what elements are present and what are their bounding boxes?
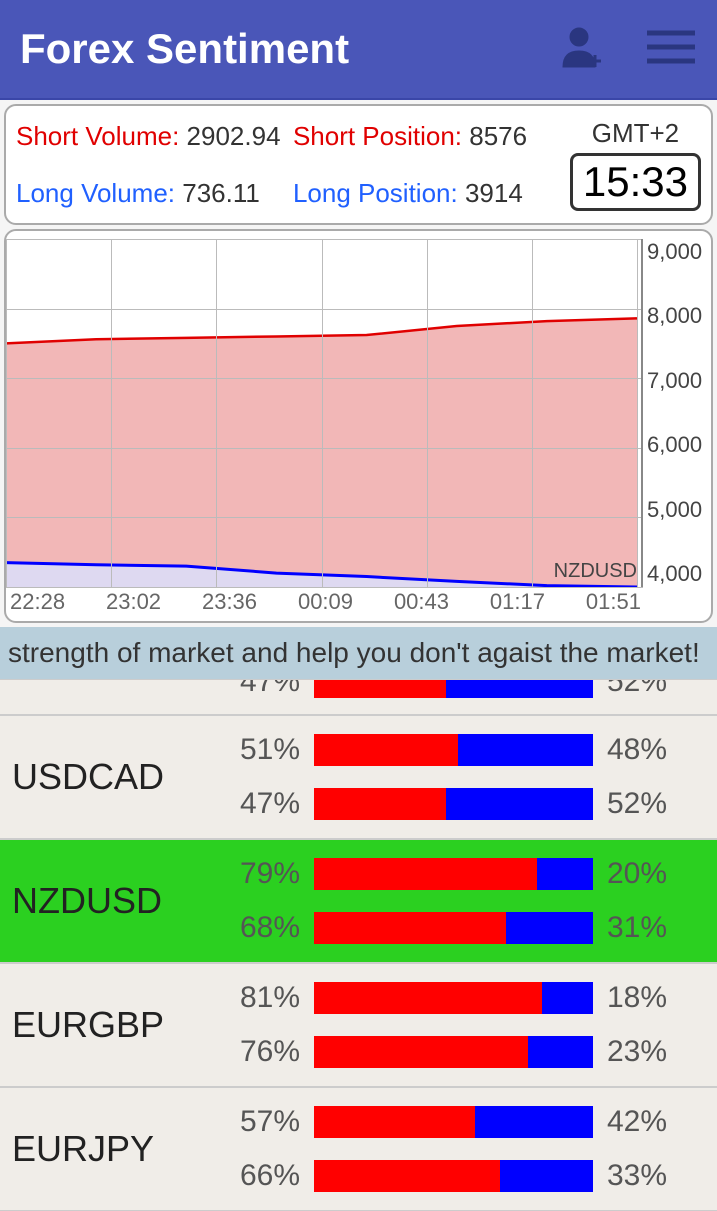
pair-name: USDCAD: [0, 756, 210, 798]
pct-left: 51%: [210, 733, 300, 767]
sentiment-bar: [314, 1160, 593, 1192]
app-header: Forex Sentiment: [0, 0, 717, 100]
sentiment-bar: [314, 858, 593, 890]
sentiment-bar: [314, 1036, 593, 1068]
pct-right: 48%: [607, 733, 697, 767]
pct-left: 76%: [210, 1035, 300, 1069]
stats-grid: Short Volume: 2902.94 Short Position: 85…: [16, 121, 570, 209]
short-position-stat: Short Position: 8576: [293, 121, 570, 152]
pct-right: 52%: [607, 679, 697, 699]
long-position-value: 3914: [465, 178, 523, 208]
sentiment-bar: [314, 912, 593, 944]
pct-right: 20%: [607, 857, 697, 891]
pair-row[interactable]: 47% 52%: [0, 679, 717, 715]
header-actions: [557, 23, 697, 76]
pct-right: 52%: [607, 787, 697, 821]
pct-left: 79%: [210, 857, 300, 891]
pct-right: 31%: [607, 911, 697, 945]
info-banner: strength of market and help you don't ag…: [0, 627, 717, 679]
pair-data: 81% 18% 76% 23%: [210, 966, 717, 1084]
short-volume-label: Short Volume:: [16, 121, 179, 151]
pct-left: 47%: [210, 679, 300, 699]
sentiment-bar: [314, 788, 593, 820]
chart-pair-label: NZDUSD: [554, 560, 637, 583]
pct-right: 42%: [607, 1105, 697, 1139]
y-tick-label: 8,000: [647, 303, 707, 329]
pair-row[interactable]: EURJPY57% 42% 66% 33%: [0, 1087, 717, 1211]
x-tick-label: 01:51: [586, 589, 641, 615]
sentiment-line: 66% 33%: [210, 1159, 697, 1193]
pair-name: EURJPY: [0, 1128, 210, 1170]
pct-left: 57%: [210, 1105, 300, 1139]
pair-name: NZDUSD: [0, 880, 210, 922]
pair-name: EURGBP: [0, 1004, 210, 1046]
chart-plot-area[interactable]: NZDUSD: [6, 239, 643, 587]
menu-icon[interactable]: [645, 27, 697, 72]
stats-panel: Short Volume: 2902.94 Short Position: 85…: [4, 104, 713, 225]
pct-right: 23%: [607, 1035, 697, 1069]
pct-left: 81%: [210, 981, 300, 1015]
y-tick-label: 4,000: [647, 561, 707, 587]
short-volume-value: 2902.94: [187, 121, 281, 151]
long-position-label: Long Position:: [293, 178, 458, 208]
sentiment-bar: [314, 982, 593, 1014]
pct-right: 18%: [607, 981, 697, 1015]
time-display: 15:33: [570, 153, 701, 211]
chart-x-axis: 22:28 23:02 23:36 00:09 00:43 01:17 01:51: [6, 587, 711, 619]
pct-left: 66%: [210, 1159, 300, 1193]
sentiment-line: 76% 23%: [210, 1035, 697, 1069]
sentiment-line: 47% 52%: [210, 787, 697, 821]
short-position-label: Short Position:: [293, 121, 462, 151]
pct-left: 47%: [210, 787, 300, 821]
sentiment-bar: [314, 1106, 593, 1138]
pair-data: 79% 20% 68% 31%: [210, 842, 717, 960]
x-tick-label: 01:17: [490, 589, 545, 615]
short-position-value: 8576: [469, 121, 527, 151]
chart-y-axis: 9,000 8,000 7,000 6,000 5,000 4,000: [643, 239, 711, 587]
pair-data: 47% 52%: [210, 679, 717, 714]
short-volume-stat: Short Volume: 2902.94: [16, 121, 293, 152]
long-volume-value: 736.11: [182, 178, 260, 208]
pair-data: 57% 42% 66% 33%: [210, 1090, 717, 1208]
pair-data: 51% 48% 47% 52%: [210, 718, 717, 836]
y-tick-label: 5,000: [647, 497, 707, 523]
app-title: Forex Sentiment: [20, 25, 349, 73]
long-volume-stat: Long Volume: 736.11: [16, 178, 293, 209]
add-user-icon[interactable]: [557, 23, 605, 76]
x-tick-label: 23:36: [202, 589, 257, 615]
pct-left: 68%: [210, 911, 300, 945]
chart-panel: NZDUSD 9,000 8,000 7,000 6,000 5,000 4,000 22…: [4, 229, 713, 623]
sentiment-line: 51% 48%: [210, 733, 697, 767]
x-tick-label: 22:28: [10, 589, 65, 615]
sentiment-line: 47% 52%: [210, 679, 697, 699]
y-tick-label: 7,000: [647, 368, 707, 394]
y-tick-label: 9,000: [647, 239, 707, 265]
pair-row[interactable]: USDCAD51% 48% 47% 52%: [0, 715, 717, 839]
clock-widget: GMT+2 15:33: [570, 118, 701, 211]
y-tick-label: 6,000: [647, 432, 707, 458]
pair-row[interactable]: EURGBP81% 18% 76% 23%: [0, 963, 717, 1087]
sentiment-bar: [314, 734, 593, 766]
timezone-label: GMT+2: [570, 118, 701, 149]
sentiment-line: 79% 20%: [210, 857, 697, 891]
pair-row[interactable]: NZDUSD79% 20% 68% 31%: [0, 839, 717, 963]
x-tick-label: 00:43: [394, 589, 449, 615]
sentiment-bar: [314, 679, 593, 698]
long-position-stat: Long Position: 3914: [293, 178, 570, 209]
currency-pair-list[interactable]: 47% 52% USDCAD51% 48% 47% 52% NZDUSD79% 20% 68% 3…: [0, 679, 717, 1211]
long-volume-label: Long Volume:: [16, 178, 175, 208]
sentiment-line: 68% 31%: [210, 911, 697, 945]
pct-right: 33%: [607, 1159, 697, 1193]
x-tick-label: 23:02: [106, 589, 161, 615]
x-tick-label: 00:09: [298, 589, 353, 615]
sentiment-line: 57% 42%: [210, 1105, 697, 1139]
sentiment-line: 81% 18%: [210, 981, 697, 1015]
